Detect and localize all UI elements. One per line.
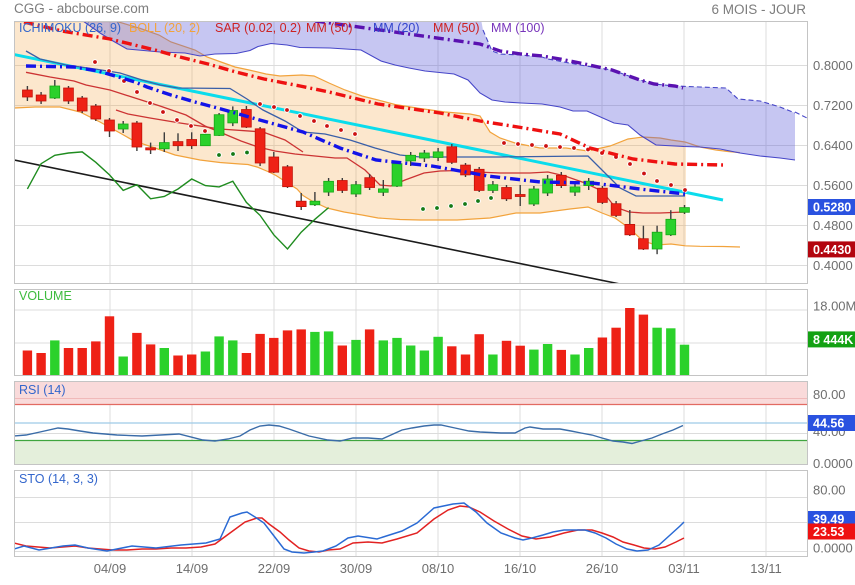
svg-text:SAR (0.02, 0.2): SAR (0.02, 0.2) [215, 21, 301, 35]
svg-text:RSI (14): RSI (14) [19, 383, 66, 397]
svg-text:14/09: 14/09 [176, 561, 209, 576]
svg-text:MM (100): MM (100) [491, 21, 544, 35]
svg-text:13/11: 13/11 [750, 561, 782, 576]
svg-text:STO (14, 3, 3): STO (14, 3, 3) [19, 472, 98, 486]
svg-text:BOLL (20, 2): BOLL (20, 2) [129, 21, 200, 35]
svg-text:ICHIMOKU (26, 9): ICHIMOKU (26, 9) [19, 21, 121, 35]
svg-text:0.8000: 0.8000 [813, 58, 853, 73]
svg-text:MM (20): MM (20) [373, 21, 420, 35]
svg-text:8 444K: 8 444K [813, 333, 853, 347]
svg-text:08/10: 08/10 [422, 561, 455, 576]
svg-text:0.4800: 0.4800 [813, 218, 853, 233]
svg-text:44.56: 44.56 [813, 417, 844, 431]
svg-text:80.00: 80.00 [813, 387, 846, 402]
svg-text:0.4430: 0.4430 [813, 243, 851, 257]
svg-text:39.49: 39.49 [813, 513, 844, 527]
svg-text:0.0000: 0.0000 [813, 541, 853, 556]
svg-text:0.5600: 0.5600 [813, 178, 853, 193]
svg-text:30/09: 30/09 [340, 561, 373, 576]
svg-text:04/09: 04/09 [94, 561, 127, 576]
svg-text:26/10: 26/10 [586, 561, 619, 576]
svg-text:16/10: 16/10 [504, 561, 537, 576]
svg-text:80.00: 80.00 [813, 483, 846, 498]
svg-text:CGG - abcbourse.com: CGG - abcbourse.com [14, 1, 149, 16]
svg-text:MM (50): MM (50) [433, 21, 480, 35]
svg-text:03/11: 03/11 [668, 561, 700, 576]
svg-text:18.00M: 18.00M [813, 299, 855, 314]
svg-text:0.7200: 0.7200 [813, 98, 853, 113]
svg-text:0.0000: 0.0000 [813, 456, 853, 471]
svg-text:MM (50): MM (50) [306, 21, 353, 35]
svg-text:22/09: 22/09 [258, 561, 291, 576]
svg-text:0.4000: 0.4000 [813, 258, 853, 273]
svg-text:0.6400: 0.6400 [813, 138, 853, 153]
svg-text:0.5280: 0.5280 [813, 201, 851, 215]
svg-text:VOLUME: VOLUME [19, 289, 72, 303]
svg-text:6 MOIS - JOUR: 6 MOIS - JOUR [711, 2, 806, 17]
svg-text:23.53: 23.53 [813, 525, 844, 539]
